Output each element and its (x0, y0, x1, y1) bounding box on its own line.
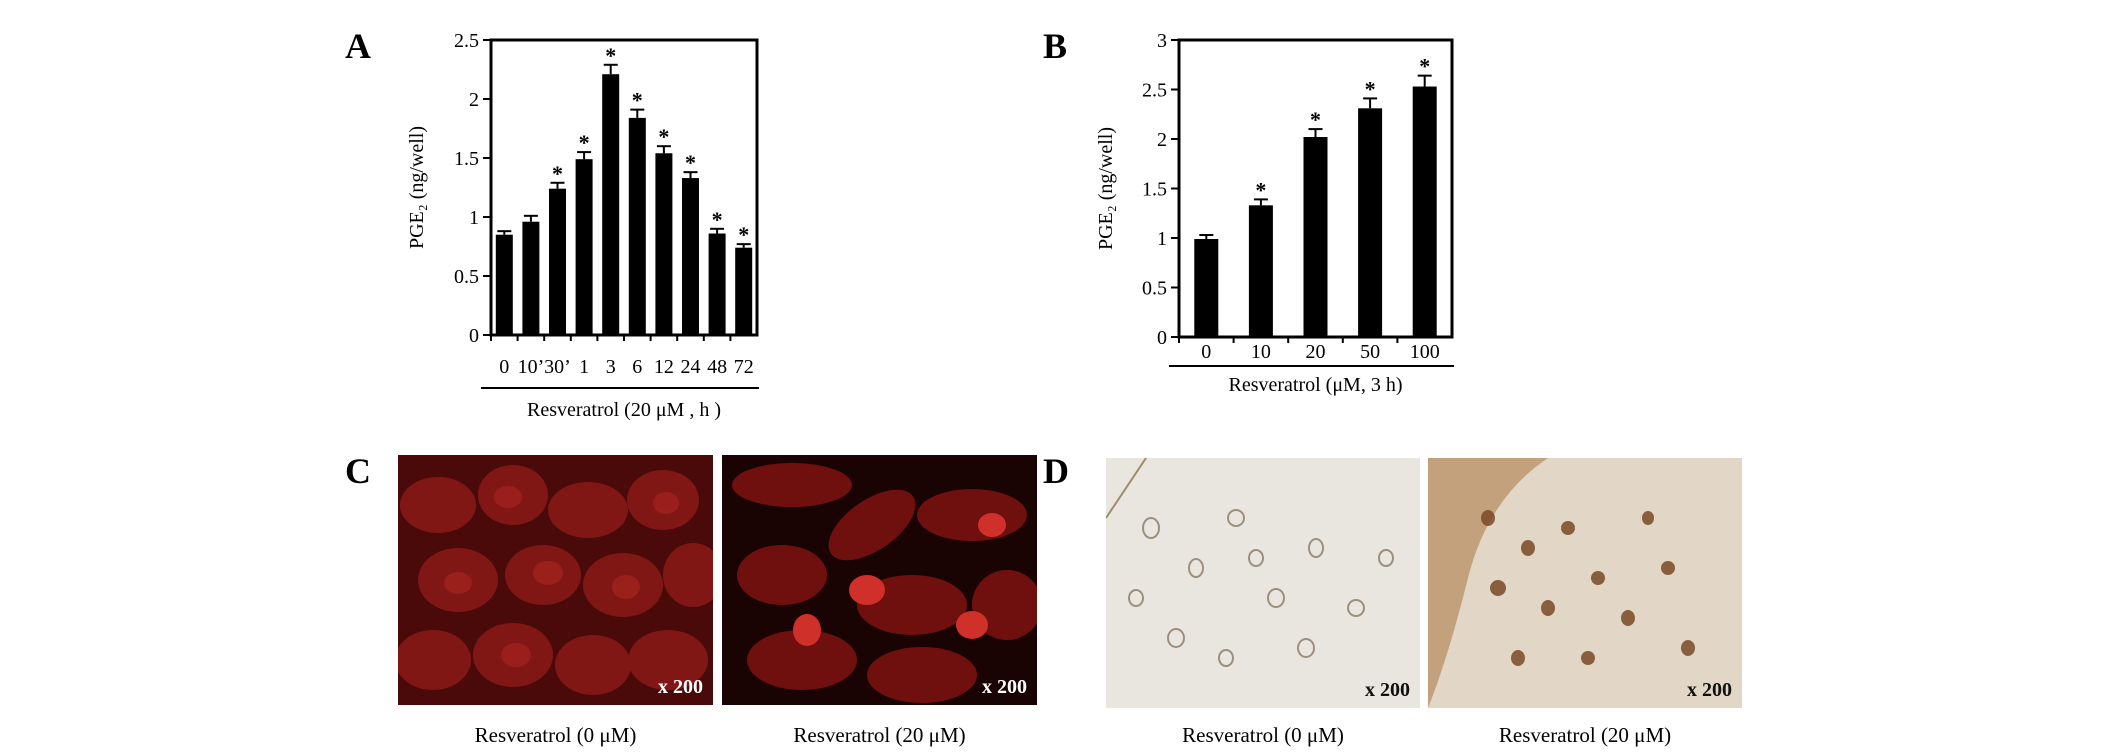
y-tick-label: 0.5 (454, 266, 479, 288)
y-tick-label: 2 (1157, 129, 1167, 151)
y-tick-label: 2 (469, 89, 479, 111)
magnification-label: x 200 (982, 676, 1027, 698)
bar (1303, 137, 1328, 337)
caption-c-treated: Resveratrol (20 μM) (793, 723, 966, 747)
y-axis-label: PGE₂ (ng/well) (1095, 127, 1117, 250)
y-tick-label: 0.5 (1142, 278, 1167, 300)
magnification-label: x 200 (1365, 679, 1410, 701)
panel-d-letter: D (1043, 451, 1069, 491)
y-tick-label: 1.5 (454, 148, 479, 170)
bar (522, 221, 540, 335)
x-tick-label: 48 (707, 356, 727, 378)
bar (602, 74, 620, 335)
x-tick-label: 10’ (518, 356, 545, 378)
x-tick-label: 10 (1251, 341, 1271, 363)
bar (1194, 238, 1219, 337)
bar (628, 117, 646, 335)
y-tick-label: 0 (469, 325, 479, 347)
significance-marker: * (712, 207, 723, 232)
bar (708, 233, 726, 335)
micrograph-d-treated: x 200 (1428, 458, 1742, 708)
y-tick-label: 3 (1157, 30, 1167, 52)
bar (735, 247, 753, 335)
x-tick-label: 20 (1306, 341, 1326, 363)
bar (1412, 86, 1437, 337)
bar (549, 188, 566, 335)
significance-marker: * (632, 88, 643, 113)
x-axis-label: Resveratrol (20 μM , h ) (527, 399, 721, 421)
significance-marker: * (685, 150, 696, 175)
panel-b-letter: B (1043, 26, 1068, 66)
y-tick-label: 0 (1157, 327, 1167, 349)
x-tick-label: 24 (681, 356, 701, 378)
x-axis-label: Resveratrol (μM, 3 h) (1228, 374, 1402, 396)
significance-marker: * (658, 124, 669, 149)
bar (1248, 205, 1273, 337)
magnification-label: x 200 (658, 676, 703, 698)
magnification-label: x 200 (1687, 679, 1732, 701)
bar (575, 159, 593, 335)
y-tick-label: 1 (469, 207, 479, 229)
bar (1358, 108, 1383, 337)
y-axis-label: PGE₂ (ng/well) (406, 126, 428, 249)
significance-marker: * (552, 161, 563, 186)
y-tick-label: 1 (1157, 228, 1167, 250)
x-tick-label: 100 (1410, 341, 1440, 363)
x-tick-label: 6 (632, 356, 642, 378)
x-tick-label: 30’ (544, 356, 571, 378)
bar (655, 153, 673, 335)
x-tick-label: 50 (1360, 341, 1380, 363)
caption-c-control: Resveratrol (0 μM) (474, 723, 637, 747)
significance-marker: * (738, 222, 749, 247)
chart-b-dose-response: 0 0.5 1 1.5 2 2.5 3 PGE₂ (ng/well) 0 * 10 * 20 * 50 * 10… (1095, 30, 1454, 396)
chart-a-time-course: 0 0.5 1 1.5 2 2.5 PGE₂ (ng/well) 0 10’ * 30’ * 1 * 3 * 6… (406, 30, 759, 421)
micrograph-c-control: x 200 (398, 455, 713, 705)
y-tick-label: 2.5 (1142, 80, 1167, 102)
caption-d-control: Resveratrol (0 μM) (1182, 723, 1344, 747)
x-tick-label: 72 (734, 356, 754, 378)
x-tick-label: 1 (579, 356, 589, 378)
significance-marker: * (1310, 107, 1321, 132)
significance-marker: * (1419, 54, 1430, 79)
micrograph-c-treated: x 200 (722, 455, 1037, 705)
x-tick-label: 12 (654, 356, 674, 378)
significance-marker: * (579, 130, 590, 155)
y-tick-label: 1.5 (1142, 179, 1167, 201)
panel-c-letter: C (345, 451, 371, 491)
significance-marker: * (605, 43, 616, 68)
y-tick-label: 2.5 (454, 30, 479, 52)
x-tick-label: 0 (499, 356, 509, 378)
significance-marker: * (1365, 76, 1376, 101)
x-tick-label: 0 (1201, 341, 1211, 363)
micrograph-d-control: x 200 (1106, 458, 1420, 708)
bar (682, 178, 699, 335)
x-tick-label: 3 (606, 356, 616, 378)
caption-d-treated: Resveratrol (20 μM) (1498, 723, 1672, 747)
bar (495, 234, 513, 335)
significance-marker: * (1255, 177, 1266, 202)
panel-a-letter: A (345, 26, 371, 66)
